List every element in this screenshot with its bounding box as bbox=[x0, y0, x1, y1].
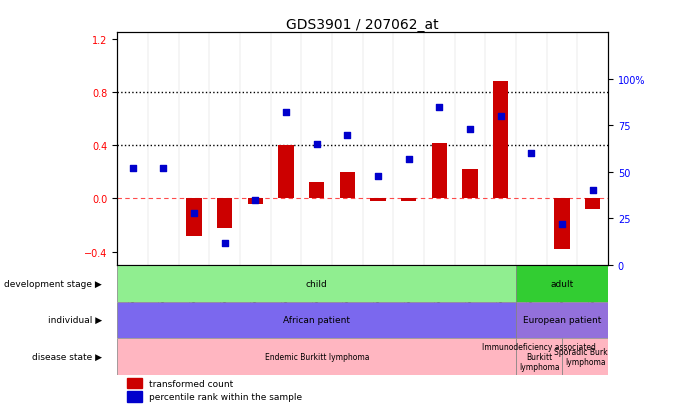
Point bbox=[158, 165, 169, 172]
Text: adult: adult bbox=[551, 279, 574, 288]
FancyBboxPatch shape bbox=[117, 302, 516, 338]
Bar bbox=[217, 199, 232, 228]
Point bbox=[404, 156, 415, 163]
Text: Endemic Burkitt lymphoma: Endemic Burkitt lymphoma bbox=[265, 352, 369, 361]
Point bbox=[250, 197, 261, 204]
Point bbox=[127, 165, 138, 172]
FancyBboxPatch shape bbox=[516, 265, 608, 302]
Text: African patient: African patient bbox=[283, 316, 350, 325]
Text: development stage ▶: development stage ▶ bbox=[4, 279, 102, 288]
Bar bbox=[554, 199, 570, 249]
Bar bbox=[309, 183, 325, 199]
Bar bbox=[340, 172, 355, 199]
Bar bbox=[462, 170, 477, 199]
Text: Sporadic Burkitt
lymphoma: Sporadic Burkitt lymphoma bbox=[554, 347, 616, 366]
FancyBboxPatch shape bbox=[516, 338, 562, 375]
Text: child: child bbox=[306, 279, 328, 288]
Bar bbox=[585, 199, 600, 209]
Bar bbox=[493, 82, 509, 199]
Point bbox=[311, 141, 322, 148]
Text: transformed count: transformed count bbox=[149, 379, 234, 388]
Point bbox=[587, 188, 598, 194]
FancyBboxPatch shape bbox=[562, 338, 608, 375]
Title: GDS3901 / 207062_at: GDS3901 / 207062_at bbox=[287, 18, 439, 32]
Point bbox=[219, 240, 230, 246]
Point bbox=[526, 150, 537, 157]
Bar bbox=[248, 199, 263, 204]
Text: percentile rank within the sample: percentile rank within the sample bbox=[149, 392, 303, 401]
Point bbox=[434, 104, 445, 111]
Point bbox=[372, 173, 384, 179]
Bar bbox=[187, 199, 202, 236]
Text: disease state ▶: disease state ▶ bbox=[32, 352, 102, 361]
Bar bbox=[401, 199, 417, 202]
FancyBboxPatch shape bbox=[117, 338, 516, 375]
Point bbox=[342, 132, 353, 139]
Text: European patient: European patient bbox=[523, 316, 601, 325]
FancyBboxPatch shape bbox=[516, 302, 608, 338]
Text: individual ▶: individual ▶ bbox=[48, 316, 102, 325]
FancyBboxPatch shape bbox=[117, 265, 516, 302]
Point bbox=[464, 126, 475, 133]
Text: Immunodeficiency associated
Burkitt
lymphoma: Immunodeficiency associated Burkitt lymp… bbox=[482, 342, 596, 371]
Bar bbox=[127, 391, 142, 402]
Bar bbox=[370, 199, 386, 202]
Bar bbox=[127, 378, 142, 388]
Point bbox=[495, 113, 507, 120]
Point bbox=[556, 221, 567, 228]
Bar bbox=[432, 143, 447, 199]
Bar bbox=[278, 146, 294, 199]
Point bbox=[281, 109, 292, 116]
Point bbox=[189, 210, 200, 216]
